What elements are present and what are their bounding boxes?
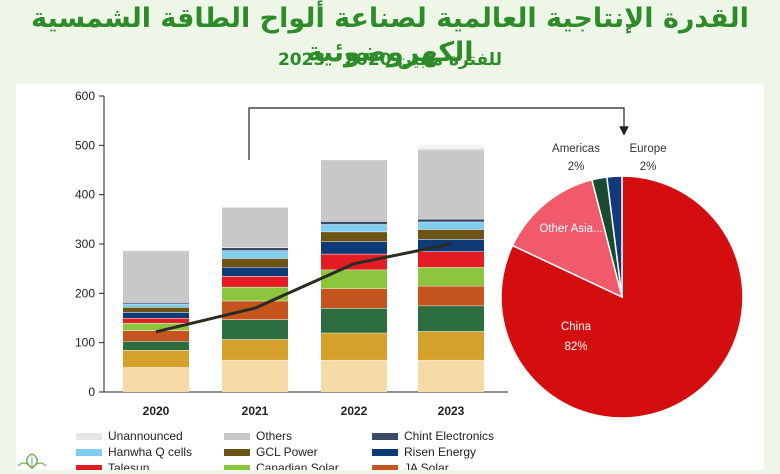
chart-svg: 0 100 200 300 400 500 600 2020 2021 2022 2023 Chin… bbox=[75, 89, 744, 474]
bar-segment bbox=[123, 250, 189, 303]
pie-slice-value: 2% bbox=[640, 161, 657, 173]
chart-panel: 0 100 200 300 400 500 600 2020 2021 2022 2023 Chin… bbox=[16, 84, 764, 474]
pie-slice-label: Other Asia... bbox=[539, 223, 602, 235]
pie-slice-label: Europe bbox=[629, 143, 666, 155]
legend-label: Hanwha Q cells bbox=[108, 445, 192, 459]
chart-legend: Unannounced Others Chint Electronics Hanwha… bbox=[76, 429, 494, 474]
bar-segment bbox=[222, 319, 288, 340]
page-subtitle: للفترة مابين 2020 - 2023 bbox=[277, 50, 503, 70]
bar-segment bbox=[222, 359, 288, 392]
bar-segment bbox=[222, 267, 288, 277]
bar-segment bbox=[123, 318, 189, 323]
connector-arrow bbox=[248, 107, 629, 160]
bar-segment bbox=[321, 221, 387, 225]
bar-fade-overlay bbox=[418, 141, 484, 152]
pie-slice-value: 82% bbox=[564, 341, 587, 353]
pie-slice-label: Americas bbox=[552, 143, 600, 155]
bar-segment bbox=[123, 330, 189, 342]
bar-segment bbox=[418, 221, 484, 230]
bar-segment bbox=[321, 288, 387, 309]
y-tick-label: 600 bbox=[75, 89, 95, 103]
bar-segment bbox=[222, 250, 288, 259]
y-tick-label: 100 bbox=[75, 336, 95, 350]
bar-segment bbox=[222, 207, 288, 248]
x-tick-label: 2021 bbox=[242, 404, 269, 418]
bar-segment bbox=[321, 308, 387, 333]
pie-chart: China 82% Other Asia... Americas 2% Europe 2% bbox=[500, 143, 744, 419]
y-tick-label: 400 bbox=[75, 188, 95, 202]
bar-segment bbox=[321, 159, 387, 222]
x-tick-label: 2022 bbox=[341, 404, 368, 418]
bar-segment bbox=[123, 322, 189, 331]
y-tick-label: 500 bbox=[75, 138, 95, 152]
bar-segment bbox=[222, 286, 288, 301]
legend-label: Risen Energy bbox=[404, 445, 476, 459]
legend-label: Chint Electronics bbox=[404, 429, 494, 443]
bar-segment bbox=[418, 148, 484, 219]
bar-segment bbox=[123, 350, 189, 368]
bar-segment bbox=[123, 303, 189, 308]
pie-slice bbox=[511, 178, 624, 299]
bar-segment bbox=[123, 307, 189, 313]
bar-segment bbox=[418, 218, 484, 222]
page-title: القدرة الإنتاجية العالمية لصناعة ألواح ا… bbox=[31, 3, 749, 68]
bar-segment bbox=[123, 367, 189, 392]
bar-segment bbox=[418, 359, 484, 392]
bar-segment bbox=[123, 341, 189, 351]
bar-segment bbox=[123, 312, 189, 318]
bar-segment bbox=[222, 300, 288, 320]
bar-segment bbox=[418, 229, 484, 240]
bar-segment bbox=[418, 267, 484, 286]
legend-label: GCL Power bbox=[256, 445, 318, 459]
y-tick-label: 0 bbox=[88, 385, 95, 399]
bar-segment bbox=[418, 251, 484, 268]
legend-swatch bbox=[224, 465, 250, 472]
legend-label: Unannounced bbox=[108, 429, 183, 443]
bar-segment bbox=[321, 231, 387, 242]
bar-segment bbox=[321, 253, 387, 270]
legend-label: Others bbox=[256, 429, 292, 443]
production-trend-line bbox=[155, 242, 452, 334]
legend-swatch bbox=[372, 433, 398, 440]
bar-segment bbox=[418, 331, 484, 360]
legend-swatch bbox=[76, 433, 102, 440]
legend-swatch bbox=[224, 433, 250, 440]
bar-segment bbox=[222, 258, 288, 268]
bar-segment bbox=[321, 269, 387, 289]
pie-slice-value: 2% bbox=[568, 161, 585, 173]
legend-swatch bbox=[372, 465, 398, 472]
bar-segment bbox=[418, 305, 484, 332]
legend-label: Talesun bbox=[108, 461, 149, 470]
legend-swatch bbox=[372, 449, 398, 456]
bar-chart: 0 100 200 300 400 500 600 2020 2021 2022 2023 bbox=[75, 89, 629, 418]
x-tick-label: 2020 bbox=[143, 404, 170, 418]
y-tick-label: 300 bbox=[75, 237, 95, 251]
legend-swatch bbox=[224, 449, 250, 456]
bar-segment bbox=[321, 224, 387, 232]
pie-slice-label: China bbox=[561, 321, 592, 333]
pie-slice bbox=[605, 175, 623, 298]
bar-segment bbox=[123, 302, 189, 304]
legend-label: Canadian Solar bbox=[256, 461, 339, 470]
legend-swatch bbox=[76, 449, 102, 456]
bar-segment bbox=[222, 276, 288, 287]
bar-segment bbox=[321, 241, 387, 254]
bar-segment bbox=[222, 247, 288, 251]
legend-label: JA Solar bbox=[404, 461, 449, 470]
bar-segment bbox=[321, 332, 387, 360]
leaf-logo-icon bbox=[14, 452, 50, 470]
x-tick-label: 2023 bbox=[438, 404, 465, 418]
legend-swatch bbox=[76, 465, 102, 472]
y-tick-label: 200 bbox=[75, 286, 95, 300]
bar-segment bbox=[418, 285, 484, 306]
bar-segment bbox=[222, 339, 288, 360]
bar-segment bbox=[321, 359, 387, 392]
